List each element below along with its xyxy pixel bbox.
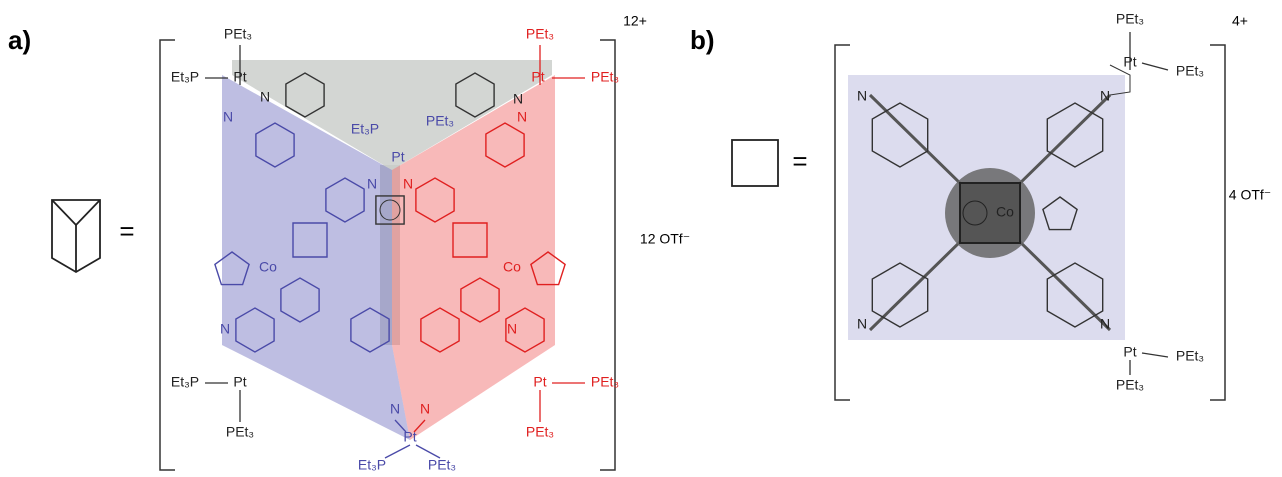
atom: N	[390, 401, 400, 417]
charge: 12+	[623, 13, 647, 29]
bracket	[600, 40, 615, 470]
atom: Et₃P	[358, 457, 386, 473]
atom: N	[220, 321, 230, 337]
equals: =	[119, 216, 134, 246]
counterion: 12 OTf⁻	[640, 231, 690, 247]
atom: PEt₃	[226, 424, 254, 440]
atom: N	[857, 316, 867, 332]
atom: N	[223, 109, 233, 125]
atom: PEt₃	[426, 113, 454, 129]
atom: PEt₃	[591, 69, 619, 85]
atom: PEt₃	[1176, 63, 1204, 79]
atom: PEt₃	[526, 424, 554, 440]
atom: Pt	[1123, 344, 1136, 360]
counterion: 4 OTf⁻	[1229, 187, 1271, 203]
atom: PEt₃	[224, 26, 252, 42]
atom: Pt	[391, 149, 404, 165]
bond	[385, 445, 410, 458]
atom: Pt	[403, 429, 416, 445]
atom: PEt₃	[526, 26, 554, 42]
atom: PEt₃	[1176, 348, 1204, 364]
charge: 4+	[1232, 13, 1248, 29]
atom: Et₃P	[351, 121, 379, 137]
atom: N	[857, 88, 867, 104]
atom: Co	[996, 204, 1014, 220]
bond	[1142, 353, 1168, 357]
bracket	[1210, 45, 1225, 400]
artwork	[52, 32, 1225, 470]
equals: =	[792, 146, 807, 176]
atom: PEt₃	[591, 374, 619, 390]
atom: PEt₃	[428, 457, 456, 473]
panel-label: b)	[690, 25, 715, 55]
atom: N	[517, 109, 527, 125]
atom: Et₃P	[171, 374, 199, 390]
atom: Pt	[531, 69, 544, 85]
bond	[1142, 63, 1168, 70]
atom: Pt	[233, 374, 246, 390]
atom: Co	[503, 259, 521, 275]
atom: Et₃P	[171, 69, 199, 85]
prism-icon	[52, 200, 100, 272]
atom: Pt	[533, 374, 546, 390]
square-icon	[732, 140, 778, 186]
atom: N	[403, 176, 413, 192]
figure: a) = 12+ 12 OTf⁻ PEt₃ Et₃P Pt N N Et₃P P…	[0, 0, 1282, 477]
atom: Pt	[1123, 54, 1136, 70]
bracket	[835, 45, 850, 400]
atom: PEt₃	[1116, 11, 1144, 27]
atom: N	[420, 401, 430, 417]
atom: N	[260, 89, 270, 105]
atom: N	[507, 321, 517, 337]
atom: N	[1100, 316, 1110, 332]
panel-label: a)	[8, 25, 31, 55]
atom: N	[1100, 88, 1110, 104]
bracket	[160, 40, 175, 470]
atom: PEt₃	[1116, 377, 1144, 393]
atom: Pt	[233, 69, 246, 85]
atom: N	[513, 91, 523, 107]
atom: N	[367, 176, 377, 192]
atom: Co	[259, 259, 277, 275]
